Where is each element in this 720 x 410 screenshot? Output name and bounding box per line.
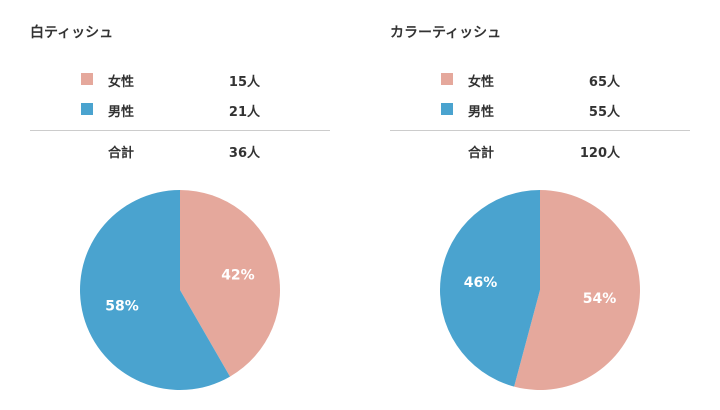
total-value: 120人 — [579, 146, 620, 161]
total-label: 合計 — [108, 146, 135, 161]
total-value: 36人 — [228, 146, 260, 161]
legend-row-female: 女性 15人 — [30, 70, 330, 90]
chart-panel-color-tissue: カラーティッシュ 女性 65人 男性 55人 合計 120人 54% 46% — [390, 0, 690, 410]
pie-chart: 54% 46% — [440, 190, 641, 391]
legend-swatch-female — [81, 73, 93, 85]
legend-value: 65人 — [588, 75, 620, 90]
legend-label: 女性 — [108, 75, 135, 90]
pie-slice-female — [514, 190, 641, 391]
legend-row-male: 男性 21人 — [30, 100, 330, 120]
pie-slice-label: 58% — [105, 299, 139, 315]
legend-swatch-male — [441, 103, 453, 115]
total-label: 合計 — [468, 146, 495, 161]
legend-swatch-male — [81, 103, 93, 115]
legend-label: 女性 — [468, 75, 495, 90]
total-row: 合計 120人 — [390, 141, 690, 161]
pie-slice-male — [79, 190, 230, 390]
legend-swatch-female — [441, 73, 453, 85]
legend-value: 15人 — [228, 75, 260, 90]
pie-slice-male — [440, 190, 540, 387]
chart-title: カラーティッシュ — [390, 25, 502, 41]
table-divider — [30, 130, 330, 131]
chart-title: 白ティッシュ — [30, 25, 114, 41]
chart-panel-white-tissue: 白ティッシュ 女性 15人 男性 21人 合計 36人 42% 58% — [30, 0, 330, 410]
legend-label: 男性 — [108, 105, 135, 120]
legend-value: 55人 — [588, 105, 620, 120]
pie-slice-label: 42% — [221, 267, 255, 283]
pie-chart: 42% 58% — [79, 190, 280, 390]
legend-label: 男性 — [468, 105, 495, 120]
pie-slice-female — [180, 190, 280, 377]
total-row: 合計 36人 — [30, 141, 330, 161]
pie-slice-label: 46% — [464, 275, 498, 291]
legend-row-female: 女性 65人 — [390, 70, 690, 90]
table-divider — [390, 130, 690, 131]
legend-row-male: 男性 55人 — [390, 100, 690, 120]
pie-slice-label: 54% — [583, 291, 617, 307]
legend-value: 21人 — [228, 105, 260, 120]
